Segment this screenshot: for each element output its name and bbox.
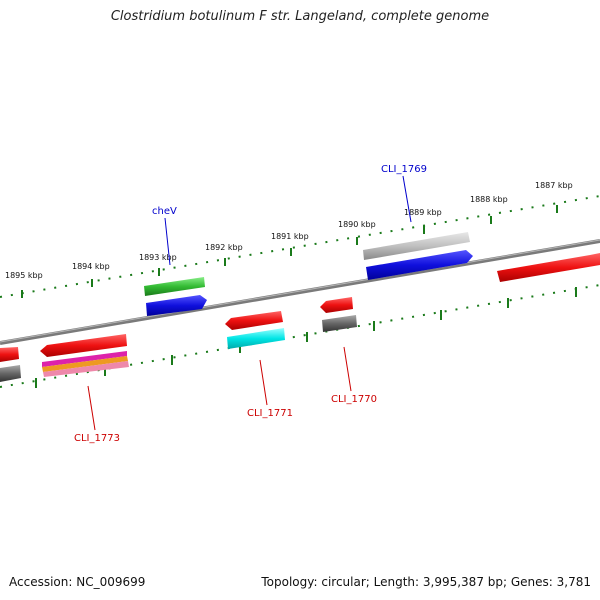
scale-label: 1889 kbp — [404, 208, 442, 217]
inner-scale-arc — [0, 284, 600, 388]
scale-label: 1895 kbp — [5, 271, 43, 280]
genome-backbone — [0, 239, 600, 345]
gene-cli-1769-gray[interactable] — [363, 232, 470, 260]
cli-1773-leader — [87, 385, 96, 431]
cli-1769-leader — [402, 175, 412, 223]
forward-features — [144, 232, 600, 316]
scale-label: 1891 kbp — [271, 232, 309, 241]
gene-label-cli-1770[interactable]: CLI_1770 — [331, 394, 377, 405]
gene-cli-1773-red[interactable] — [40, 334, 127, 357]
scale-label: 1888 kbp — [470, 195, 508, 204]
gene-label-chev[interactable]: cheV — [152, 206, 177, 217]
gene-chev[interactable] — [144, 277, 205, 296]
scale-label: 1887 kbp — [535, 181, 573, 190]
gene-forward-blue-1[interactable] — [146, 295, 207, 316]
outer-scale-arc — [0, 195, 600, 298]
gene-forward-blue-2[interactable] — [366, 250, 473, 280]
cli-1771-leader — [259, 359, 268, 406]
gene-cli-1770-gray[interactable] — [322, 315, 357, 332]
genome-summary-text: Topology: circular; Length: 3,995,387 bp… — [261, 575, 591, 589]
gene-cli-1771-red[interactable] — [225, 311, 283, 330]
reverse-features — [0, 297, 357, 382]
map-title: Clostridium botulinum F str. Langeland, … — [110, 9, 490, 24]
gene-label-cli-1769[interactable]: CLI_1769 — [381, 164, 427, 175]
gene-cli-1771-cyan[interactable] — [227, 328, 285, 349]
gene-label-cli-1771[interactable]: CLI_1771 — [247, 408, 293, 419]
outer-major-ticks — [21, 205, 558, 298]
genome-backbone-highlight — [0, 239, 600, 343]
accession-text: Accession: NC_009699 — [9, 575, 146, 589]
gene-reverse-red-edge[interactable] — [0, 347, 19, 362]
cli-1770-leader — [343, 346, 352, 392]
scale-label: 1892 kbp — [205, 243, 243, 252]
gene-cli-1770-red[interactable] — [320, 297, 353, 313]
gene-forward-red[interactable] — [497, 253, 600, 282]
scale-label: 1894 kbp — [72, 262, 110, 271]
chev-leader — [164, 217, 171, 266]
gene-cli-1773-magenta-band[interactable] — [42, 351, 127, 367]
scale-label: 1890 kbp — [338, 220, 376, 229]
gene-reverse-gray-edge[interactable] — [0, 365, 21, 382]
gene-cli-1773-pink-band[interactable] — [43, 361, 129, 377]
scale-label: 1893 kbp — [139, 253, 177, 262]
gene-cli-1773-orange-band[interactable] — [42, 356, 128, 372]
gene-label-cli-1773[interactable]: CLI_1773 — [74, 433, 120, 444]
